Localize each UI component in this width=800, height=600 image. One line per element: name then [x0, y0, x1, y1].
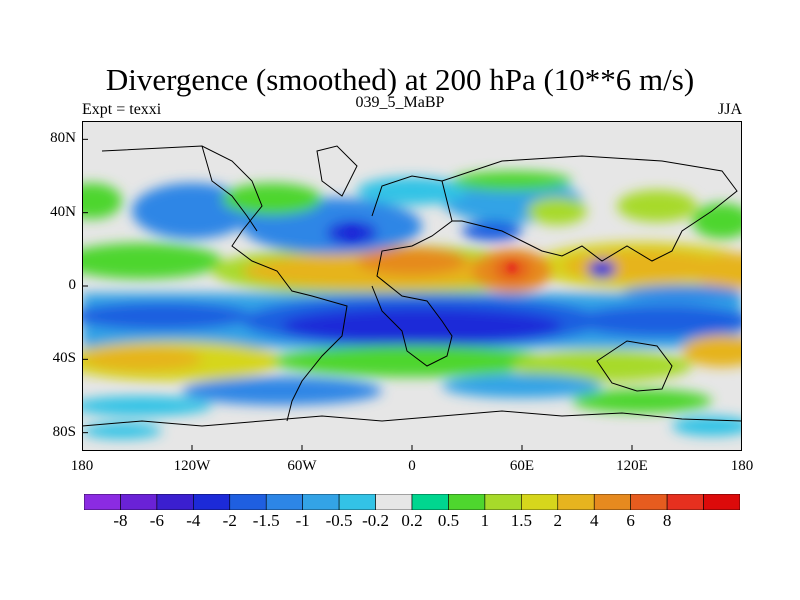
lat-tick-label: 80N: [50, 130, 76, 147]
colorbar-box: [120, 494, 158, 510]
lon-tick-label: 60E: [509, 458, 535, 474]
colorbar-label: -1: [295, 511, 310, 530]
colorbar-label: -0.2: [362, 511, 389, 530]
coastline-asia: [441, 155, 738, 262]
colorbar-label: -2: [222, 511, 237, 530]
lon-tick-label: 120E: [616, 458, 648, 474]
lon-tick-label: 0: [408, 458, 416, 474]
colorbar-box: [557, 494, 595, 510]
colorbar-label: -1.5: [252, 511, 280, 530]
colorbar-box: [375, 494, 413, 510]
colorbar-box: [703, 494, 740, 510]
colorbar-label: 4: [589, 511, 599, 530]
colorbar-box: [156, 494, 194, 510]
colorbar-box: [84, 494, 121, 510]
colorbar-box: [193, 494, 231, 510]
plot-left-label: Expt = texxi: [82, 101, 162, 118]
colorbar-label: 1.5: [510, 511, 532, 530]
coastline-greenland: [316, 145, 358, 197]
colorbar-label: -8: [113, 511, 128, 530]
colorbar-box: [484, 494, 522, 510]
coastline-antarctica: [82, 410, 742, 427]
lat-tick-label: 40N: [50, 203, 76, 220]
lon-tick-label: 180: [730, 458, 754, 474]
coastline-americas: [101, 145, 348, 422]
colorbar-label: 1: [480, 511, 490, 530]
coastline-north-america-east: [201, 145, 258, 232]
colorbar-box: [411, 494, 449, 510]
plot-right-label: JJA: [717, 101, 742, 118]
lat-tick-label: 40S: [52, 350, 76, 367]
plot-title: Divergence (smoothed) at 200 hPa (10**6 …: [105, 62, 695, 97]
colorbar: [84, 494, 740, 510]
lon-tick-label: 120W: [173, 458, 211, 474]
divergence-map: [82, 121, 742, 451]
colorbar-label: -0.5: [325, 511, 353, 530]
colorbar-box: [630, 494, 668, 510]
coastline-australia: [596, 340, 673, 392]
colorbar-box: [265, 494, 303, 510]
colorbar-label: 6: [626, 511, 635, 530]
lon-tick-label: 60W: [287, 458, 317, 474]
lat-tick-label: 80S: [52, 423, 76, 440]
map-ticks: [82, 138, 742, 451]
lat-tick-label: 0: [68, 277, 77, 293]
colorbar-label: 0.5: [437, 511, 460, 530]
colorbar-box: [229, 494, 267, 510]
plot-center-label: 039_5_MaBP: [355, 94, 445, 111]
colorbar-box: [338, 494, 376, 510]
colorbar-box: [666, 494, 704, 510]
colorbar-label: -6: [149, 511, 164, 530]
colorbar-label: 2: [553, 511, 563, 530]
colorbar-box: [521, 494, 559, 510]
colorbar-label: -4: [186, 511, 201, 530]
colorbar-box: [593, 494, 631, 510]
colorbar-box: [448, 494, 486, 510]
lon-tick-label: 180: [70, 458, 94, 474]
colorbar-box: [302, 494, 340, 510]
colorbar-label: 0.2: [401, 511, 423, 530]
colorbar-label: 8: [662, 511, 672, 530]
